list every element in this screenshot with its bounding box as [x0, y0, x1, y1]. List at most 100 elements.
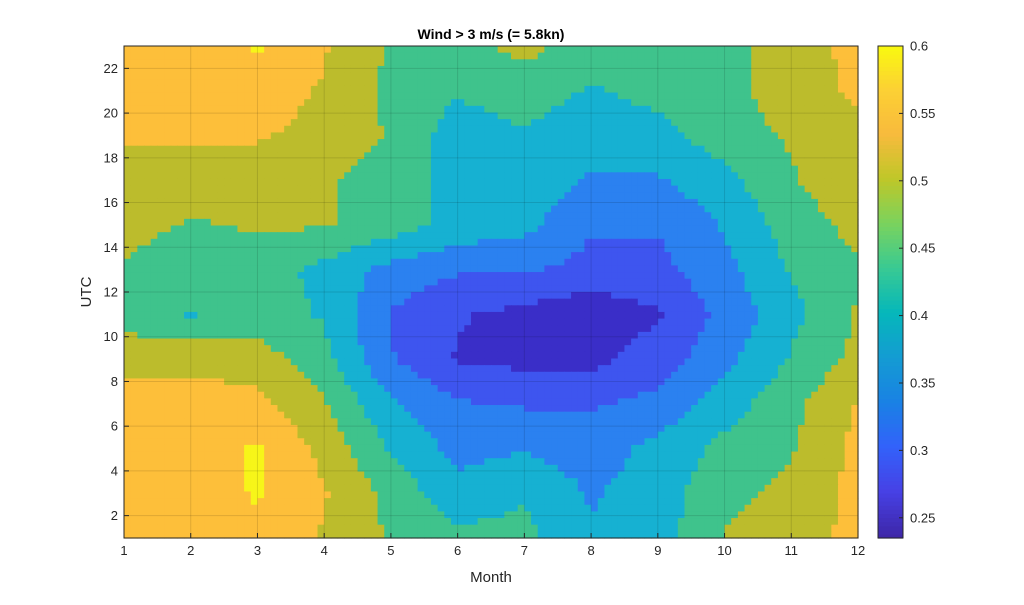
contour-cell: [244, 65, 252, 74]
contour-cell: [277, 172, 285, 180]
contour-cell: [804, 52, 812, 60]
contour-cell: [584, 185, 592, 193]
contour-cell: [524, 258, 532, 267]
contour-cell: [817, 152, 826, 160]
contour-cell: [591, 46, 599, 54]
contour-cell: [597, 152, 606, 160]
contour-cell: [337, 305, 345, 313]
contour-cell: [190, 178, 198, 187]
contour-cell: [377, 165, 385, 173]
contour-cell: [771, 298, 779, 306]
contour-cell: [257, 152, 265, 160]
contour-cell: [804, 145, 812, 153]
contour-cell: [177, 205, 185, 213]
contour-cell: [697, 265, 706, 273]
contour-cell: [837, 165, 846, 173]
contour-cell: [484, 245, 492, 253]
contour-cell: [437, 79, 445, 87]
contour-cell: [197, 139, 205, 147]
contour-cell: [557, 72, 565, 80]
contour-cell: [417, 119, 425, 127]
contour-cell: [744, 178, 752, 187]
contour-cell: [477, 258, 485, 267]
contour-cell: [704, 205, 712, 213]
contour-cell: [817, 178, 826, 187]
contour-cell: [457, 311, 465, 320]
contour-cell: [691, 198, 699, 207]
contour-cell: [230, 172, 239, 180]
contour-cell: [557, 232, 565, 240]
contour-cell: [851, 159, 859, 167]
contour-cell: [170, 165, 178, 173]
contour-cell: [631, 192, 639, 200]
contour-cell: [491, 205, 499, 213]
contour-cell: [384, 139, 392, 147]
contour-cell: [711, 272, 719, 280]
contour-cell: [210, 192, 219, 200]
contour-cell: [797, 278, 806, 286]
contour-cell: [324, 52, 332, 60]
contour-cell: [257, 65, 265, 74]
contour-cell: [577, 46, 586, 54]
contour-cell: [824, 125, 832, 134]
contour-cell: [404, 252, 412, 260]
contour-cell: [837, 265, 846, 273]
contour-cell: [844, 92, 852, 100]
contour-cell: [444, 298, 452, 306]
contour-cell: [777, 292, 786, 300]
contour-cell: [444, 132, 452, 140]
contour-cell: [717, 305, 726, 313]
contour-cell: [164, 92, 172, 100]
contour-cell: [370, 65, 379, 74]
contour-cell: [591, 59, 599, 67]
contour-cell: [651, 205, 659, 213]
contour-cell: [491, 192, 499, 200]
contour-cell: [217, 298, 225, 306]
contour-cell: [264, 245, 272, 253]
contour-cell: [170, 325, 178, 333]
contour-cell: [344, 119, 352, 127]
contour-cell: [671, 245, 679, 253]
contour-cell: [397, 152, 405, 160]
contour-cell: [757, 52, 766, 60]
contour-cell: [517, 338, 525, 346]
contour-cell: [604, 331, 612, 340]
contour-cell: [310, 165, 319, 173]
contour-cell: [491, 92, 499, 100]
contour-cell: [190, 99, 198, 107]
contour-cell: [777, 245, 786, 253]
contour-cell: [844, 105, 852, 114]
contour-cell: [511, 152, 519, 160]
contour-cell: [230, 318, 239, 326]
contour-cell: [511, 292, 519, 300]
contour-cell: [204, 172, 212, 180]
contour-cell: [757, 178, 766, 187]
contour-cell: [337, 185, 345, 193]
contour-cell: [844, 212, 852, 220]
contour-cell: [697, 252, 706, 260]
contour-cell: [564, 119, 572, 127]
contour-cell: [377, 345, 385, 353]
contour-cell: [717, 99, 726, 107]
contour-cell: [577, 212, 586, 220]
contour-cell: [150, 139, 158, 147]
contour-cell: [584, 92, 592, 100]
contour-cell: [237, 132, 245, 140]
contour-cell: [624, 152, 632, 160]
contour-cell: [190, 252, 198, 260]
contour-cell: [297, 165, 305, 173]
contour-cell: [831, 159, 839, 167]
contour-cell: [310, 245, 319, 253]
contour-cell: [390, 105, 399, 114]
contour-cell: [764, 298, 772, 306]
contour-cell: [517, 305, 525, 313]
contour-cell: [831, 198, 839, 207]
contour-cell: [617, 92, 626, 100]
contour-cell: [364, 325, 372, 333]
contour-cell: [197, 305, 205, 313]
contour-cell: [517, 92, 525, 100]
contour-cell: [837, 258, 846, 267]
contour-cell: [524, 119, 532, 127]
contour-cell: [531, 105, 539, 114]
contour-cell: [150, 132, 158, 140]
